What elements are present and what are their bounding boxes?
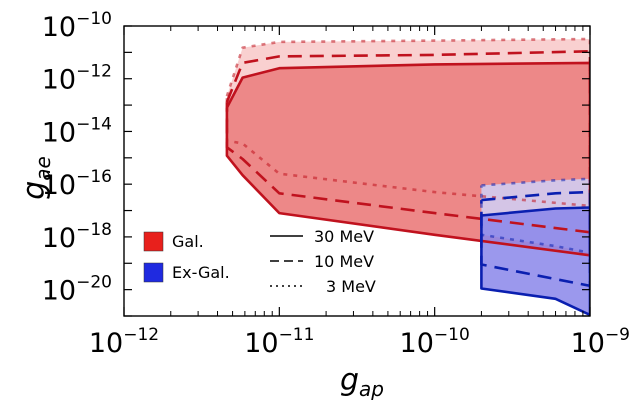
legend-label-30mev: 30 MeV bbox=[314, 227, 374, 246]
x-tick-label: 10−9 bbox=[571, 325, 630, 359]
y-tick-label: 10−16 bbox=[42, 167, 112, 201]
plot-regions bbox=[225, 37, 590, 316]
legend-swatch-exgal bbox=[143, 262, 164, 283]
series-line-gal-10-mev bbox=[225, 49, 590, 234]
y-tick-label: 10−18 bbox=[42, 220, 112, 254]
legend: Gal. Ex-Gal. 30 MeV 10 MeV 3 MeV bbox=[143, 227, 376, 296]
x-tick-label: 10−10 bbox=[400, 325, 470, 359]
plot-frame bbox=[123, 25, 591, 317]
y-axis: 10−20 10−18 10−16 10−14 10−12 10−10 bbox=[42, 9, 590, 317]
y-tick-label: 10−14 bbox=[42, 114, 112, 148]
series-line-ex-gal-3-mev bbox=[480, 177, 590, 255]
legend-label-3mev: 3 MeV bbox=[326, 277, 376, 296]
x-axis-label: gap bbox=[340, 363, 384, 400]
legend-label-exgal: Ex-Gal. bbox=[172, 263, 230, 282]
y-tick-label: 10−10 bbox=[42, 9, 112, 43]
x-tick-label: 10−12 bbox=[89, 325, 159, 359]
legend-swatch-gal bbox=[143, 231, 164, 252]
y-tick-label: 10−20 bbox=[42, 273, 112, 307]
x-tick-label: 10−11 bbox=[244, 325, 314, 359]
legend-label-gal: Gal. bbox=[172, 232, 204, 251]
series-line-ex-gal-30-mev bbox=[480, 206, 590, 316]
series-line-gal-3-mev bbox=[225, 37, 590, 208]
region-fill-ex-gal-30-mev bbox=[481, 207, 590, 315]
series-line-ex-gal-10-mev bbox=[480, 190, 590, 288]
series-line-gal-30-mev bbox=[225, 61, 590, 257]
y-axis-label: gae bbox=[17, 156, 55, 200]
x-axis: 10−12 10−11 10−10 10−9 bbox=[89, 26, 630, 359]
y-tick-label: 10−12 bbox=[42, 62, 112, 96]
legend-label-10mev: 10 MeV bbox=[314, 252, 374, 271]
